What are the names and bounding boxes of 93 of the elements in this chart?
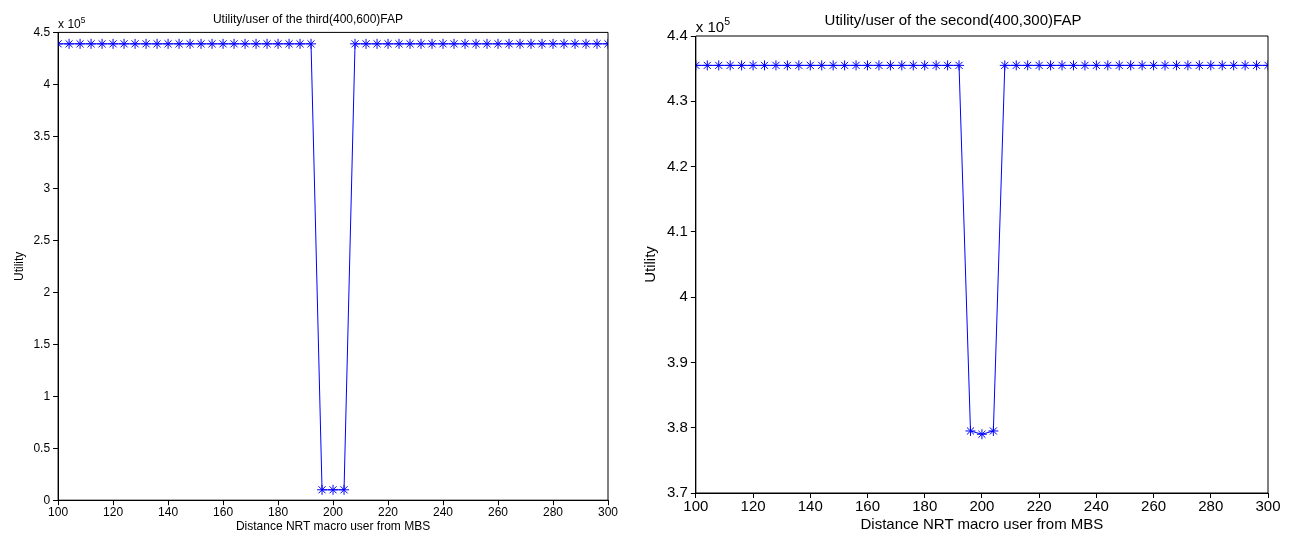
point <box>793 59 805 71</box>
chart-title: Utility/user of the third(400,600)FAP <box>212 11 404 26</box>
point <box>999 59 1011 71</box>
y-axis-title: Utility <box>11 251 26 281</box>
point <box>884 59 896 71</box>
point <box>1193 59 1205 71</box>
y-tick-label: 2 <box>43 284 51 299</box>
x-tick-label: 180 <box>912 497 938 515</box>
x-tick-label: 300 <box>1255 497 1281 515</box>
y-tick-label: 2.5 <box>33 232 51 247</box>
x-axis-title: Distance NRT macro user from MBS <box>860 515 1104 533</box>
y-tick-label: 4 <box>679 287 688 305</box>
x-tick-label: 240 <box>1083 497 1109 515</box>
point <box>1033 59 1045 71</box>
point <box>1251 59 1263 71</box>
y-tick-label: 3 <box>43 180 51 195</box>
y-tick-label: 4.5 <box>33 24 51 39</box>
point <box>896 59 908 71</box>
y-tick-label: 1 <box>43 388 51 403</box>
x-tick-label: 280 <box>542 504 564 519</box>
y-tick-label: 1.5 <box>33 336 51 351</box>
point <box>987 425 999 437</box>
x-tick-label: 160 <box>213 504 234 519</box>
x-tick-label: 200 <box>969 497 995 515</box>
point <box>1067 59 1079 71</box>
point <box>873 59 885 71</box>
point <box>839 59 851 71</box>
point <box>713 59 725 71</box>
point <box>1170 59 1182 71</box>
x-tick-label: 100 <box>48 504 69 519</box>
point <box>1205 59 1217 71</box>
x-tick-label: 300 <box>597 504 619 519</box>
y-tick-label: 3.5 <box>33 128 51 143</box>
point <box>964 425 976 437</box>
y-tick-label: 3.8 <box>666 417 688 435</box>
point <box>701 59 713 71</box>
x-tick-label: 220 <box>1026 497 1052 515</box>
point <box>827 59 839 71</box>
point <box>1148 59 1160 71</box>
point <box>759 59 771 71</box>
x-tick-label: 260 <box>1141 497 1167 515</box>
x-tick-label: 120 <box>103 504 124 519</box>
point <box>1113 59 1125 71</box>
point <box>953 59 965 71</box>
x-tick-label: 120 <box>740 497 766 515</box>
point <box>862 59 873 71</box>
x-tick-label: 160 <box>854 497 881 515</box>
point <box>1125 59 1137 71</box>
point <box>930 59 942 71</box>
point <box>1045 59 1057 71</box>
x-tick-label: 260 <box>488 504 509 519</box>
point <box>816 59 828 71</box>
x-tick-label: 140 <box>797 497 823 515</box>
point <box>907 59 919 71</box>
point <box>1182 59 1194 71</box>
x-tick-label: 220 <box>378 504 399 519</box>
point <box>976 428 988 440</box>
point <box>850 59 862 71</box>
y-tick-label: 4.2 <box>666 156 688 174</box>
y-tick-label: 0 <box>43 492 51 507</box>
point <box>781 59 793 71</box>
point <box>1136 59 1148 71</box>
x-tick-label: 180 <box>268 504 289 519</box>
point <box>1090 59 1102 71</box>
point <box>724 59 736 71</box>
point <box>1079 59 1091 71</box>
y-tick-label: 4.3 <box>666 91 688 109</box>
point <box>942 59 954 71</box>
x-tick-label: 200 <box>323 504 344 519</box>
y-tick-label: 4.1 <box>666 222 688 239</box>
y-tick-label: 3.9 <box>666 352 688 370</box>
point <box>1239 59 1251 71</box>
point <box>1102 59 1114 71</box>
point <box>736 59 748 71</box>
y-tick-label: 0.5 <box>33 440 51 455</box>
point <box>1159 59 1171 71</box>
point <box>1056 59 1068 71</box>
point <box>919 59 931 71</box>
point <box>804 59 816 71</box>
point <box>770 59 782 71</box>
chart-title: Utility/user of the second(400,300)FAP <box>824 11 1082 29</box>
point <box>747 59 759 71</box>
x-tick-label: 240 <box>433 504 454 519</box>
point <box>1216 59 1228 71</box>
point <box>1022 59 1034 71</box>
point <box>1228 59 1240 71</box>
y-tick-label: 4 <box>43 76 51 91</box>
y-tick-label: 4.4 <box>666 26 688 44</box>
point <box>1010 59 1022 71</box>
x-axis-title: Distance NRT macro user from MBS <box>235 519 431 534</box>
x-tick-label: 140 <box>158 504 179 519</box>
x-tick-label: 280 <box>1198 497 1224 515</box>
y-axis-title: Utility <box>641 245 659 283</box>
